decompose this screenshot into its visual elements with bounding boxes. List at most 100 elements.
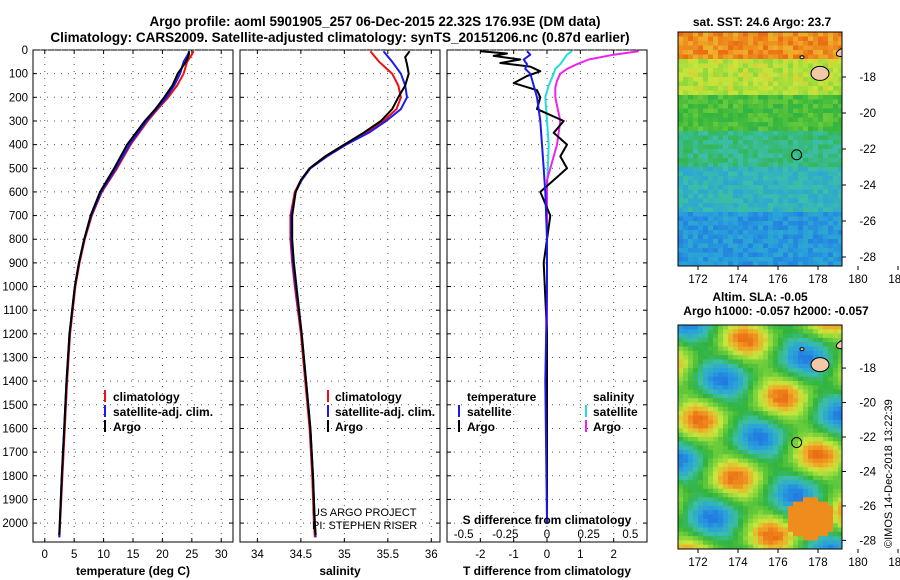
map-cell (728, 243, 734, 249)
map-cell (768, 261, 774, 266)
s-difference-tick-label: 0.5 (622, 529, 638, 541)
map-cell (853, 424, 859, 429)
map-cell (683, 419, 689, 425)
map-cell (708, 36, 714, 42)
map-cell (848, 433, 854, 438)
map-cell (823, 162, 829, 168)
map-cell (693, 221, 699, 226)
map-cell (678, 257, 684, 262)
map-cell (783, 393, 789, 399)
map-cell (678, 501, 684, 507)
map-cell (838, 497, 842, 503)
map-cell (818, 536, 824, 541)
map-cell (728, 212, 734, 217)
map-cell (718, 480, 724, 485)
map-cell (743, 50, 749, 55)
map-cell (698, 140, 704, 145)
map-cell (773, 122, 779, 127)
map-cell (768, 346, 774, 352)
map-cell (748, 359, 754, 365)
map-cell (798, 77, 804, 82)
map-cell (778, 144, 784, 150)
map-cell (748, 207, 754, 213)
map-cell (848, 100, 854, 105)
map-cell (848, 248, 854, 253)
map-cell (713, 480, 719, 485)
map-cell (778, 523, 784, 528)
map-cell (823, 484, 829, 490)
map-cell (698, 126, 704, 132)
map-cell (743, 531, 749, 537)
map-cell (738, 144, 744, 150)
map-cell (693, 230, 699, 235)
map-cell (768, 372, 774, 378)
map-cell (753, 544, 759, 549)
map-cell (838, 385, 842, 391)
map-cell (698, 99, 704, 105)
map-cell (708, 540, 714, 546)
map-cell (708, 514, 714, 520)
map-cell (703, 153, 709, 159)
map-cell (698, 458, 704, 464)
map-cell (748, 510, 754, 515)
map-cell (788, 445, 794, 451)
map-cell (753, 471, 759, 477)
map-cell (798, 117, 804, 123)
map-cell (833, 68, 839, 73)
map-cell (738, 252, 744, 258)
map-cell (778, 393, 784, 399)
map-cell (783, 368, 789, 373)
map-cell (728, 99, 734, 105)
map-cell (708, 536, 714, 541)
map-cell (838, 149, 842, 154)
map-cell (718, 90, 724, 96)
map-cell (738, 480, 744, 485)
map-cell (778, 108, 784, 114)
map-cell (818, 381, 824, 386)
map-cell (833, 381, 839, 386)
map-cell (768, 333, 774, 339)
map-cell (683, 108, 689, 114)
map-cell (718, 248, 724, 253)
map-cell (733, 50, 739, 55)
map-cell (793, 162, 799, 168)
map-cell (708, 363, 714, 369)
map-cell (818, 449, 824, 455)
map-cell (728, 393, 734, 399)
map-cell (693, 95, 699, 100)
map-cell (773, 176, 779, 181)
map-cell (788, 363, 794, 369)
map-cell (798, 225, 804, 231)
map-cell (693, 257, 699, 262)
map-cell (763, 194, 769, 199)
map-cell (793, 454, 799, 459)
map-cell (688, 126, 694, 132)
map-cell (853, 221, 859, 226)
map-cell (788, 475, 794, 481)
map-cell (708, 185, 714, 190)
map-cell (808, 449, 814, 455)
map-cell (833, 437, 839, 442)
map-cell (838, 77, 842, 82)
map-cell (718, 212, 724, 217)
map-cell (853, 334, 859, 339)
map-cell (683, 153, 689, 159)
map-cell (773, 424, 779, 429)
map-cell (758, 411, 764, 416)
map-cell (818, 471, 824, 477)
map-cell (678, 176, 684, 181)
map-cell (773, 149, 779, 154)
map-cell (738, 376, 744, 382)
sst-heatmap (678, 32, 859, 266)
map-cell (798, 50, 804, 55)
depth-axis-labels: 0100200300400500600700800900100011001200… (2, 45, 28, 530)
map-cell (708, 471, 714, 477)
map-cell (788, 385, 794, 391)
map-cell (753, 428, 759, 434)
map-cell (753, 50, 759, 55)
map-cell (808, 225, 814, 231)
map-cell (853, 338, 859, 343)
map-cell (748, 337, 754, 343)
map-cell (713, 149, 719, 154)
map-cell (728, 415, 734, 421)
